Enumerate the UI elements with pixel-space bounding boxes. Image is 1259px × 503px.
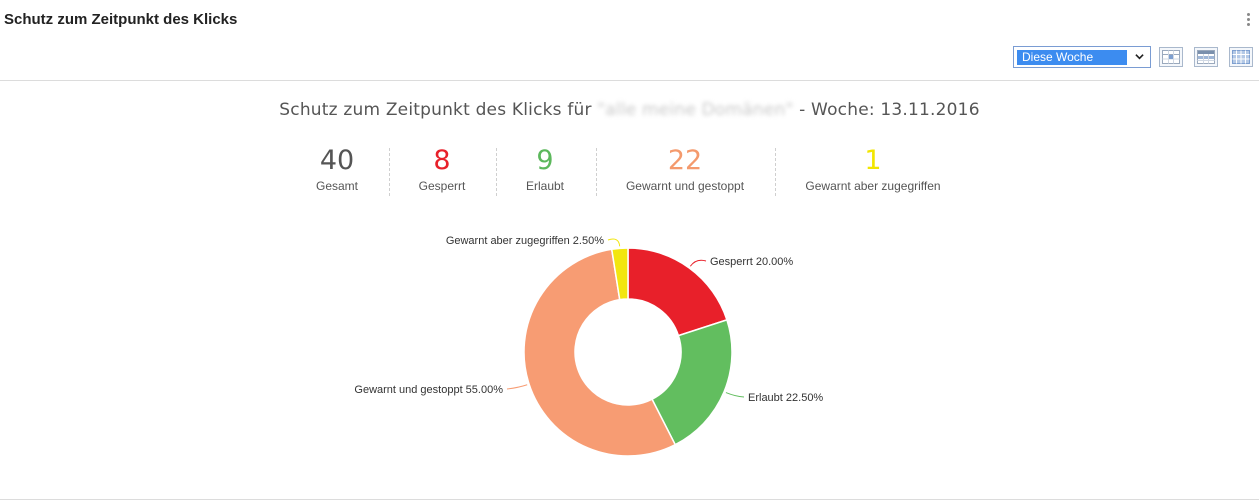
slice-data-label: Erlaubt 22.50% bbox=[748, 392, 823, 404]
stat-erlaubt: 9 Erlaubt bbox=[515, 144, 575, 193]
chart-title-scope: "alle meine Domänen" bbox=[597, 100, 794, 120]
label-connector bbox=[689, 259, 707, 267]
stat-label: Gesperrt bbox=[418, 179, 466, 193]
donut-slice-gewarnt-und-gestoppt[interactable] bbox=[523, 248, 677, 457]
stat-value: 8 bbox=[433, 145, 451, 176]
stat-value: 1 bbox=[864, 145, 882, 176]
stat-value: 9 bbox=[536, 145, 554, 176]
stat-gewarnt-gestoppt: 22 Gewarnt und gestoppt bbox=[615, 144, 755, 193]
panel-bottom-border bbox=[0, 499, 1259, 500]
stat-gewarnt-zugegriffen: 1 Gewarnt aber zugegriffen bbox=[797, 144, 949, 193]
stat-divider bbox=[596, 148, 597, 196]
stat-label: Gesamt bbox=[315, 179, 358, 193]
calendar-day-button[interactable] bbox=[1159, 47, 1183, 67]
label-connector bbox=[725, 392, 745, 398]
calendar-day-icon bbox=[1162, 50, 1180, 64]
donut-slice-gesperrt[interactable] bbox=[627, 247, 728, 337]
stat-value: 40 bbox=[319, 145, 355, 176]
stat-gesamt: 40 Gesamt bbox=[307, 144, 367, 193]
period-select-value: Diese Woche bbox=[1017, 50, 1127, 65]
chevron-down-icon bbox=[1135, 54, 1144, 60]
stat-label: Gewarnt und gestoppt bbox=[625, 179, 745, 193]
chart-title-suffix: - Woche: 13.11.2016 bbox=[793, 100, 980, 120]
label-connector bbox=[506, 384, 528, 390]
calendar-month-button[interactable] bbox=[1229, 47, 1253, 67]
stat-divider bbox=[775, 148, 776, 196]
calendar-month-icon bbox=[1232, 50, 1250, 64]
stat-value: 22 bbox=[667, 145, 703, 176]
slice-data-label: Gewarnt und gestoppt 55.00% bbox=[354, 384, 503, 396]
stat-label: Gewarnt aber zugegriffen bbox=[805, 179, 941, 193]
stat-label: Erlaubt bbox=[525, 179, 565, 193]
calendar-week-button[interactable] bbox=[1194, 47, 1218, 67]
donut-slice-erlaubt[interactable] bbox=[651, 318, 733, 446]
slice-data-label: Gesperrt 20.00% bbox=[710, 256, 793, 268]
chart-title-prefix: Schutz zum Zeitpunkt des Klicks für bbox=[279, 100, 598, 120]
stat-gesperrt: 8 Gesperrt bbox=[407, 144, 477, 193]
calendar-week-icon bbox=[1197, 50, 1215, 64]
stat-divider bbox=[389, 148, 390, 196]
slice-data-label: Gewarnt aber zugegriffen 2.50% bbox=[446, 235, 604, 247]
label-connector bbox=[607, 238, 621, 247]
chart-title: Schutz zum Zeitpunkt des Klicks für "all… bbox=[0, 100, 1259, 120]
period-select[interactable]: Diese Woche bbox=[1013, 46, 1151, 68]
panel-title: Schutz zum Zeitpunkt des Klicks bbox=[4, 11, 238, 28]
stat-divider bbox=[496, 148, 497, 196]
donut-slice-gewarnt-aber-zugegriffen[interactable] bbox=[610, 247, 629, 301]
panel-header: Schutz zum Zeitpunkt des Klicks Diese Wo… bbox=[0, 0, 1259, 81]
kebab-vertical-icon[interactable] bbox=[1247, 13, 1251, 29]
